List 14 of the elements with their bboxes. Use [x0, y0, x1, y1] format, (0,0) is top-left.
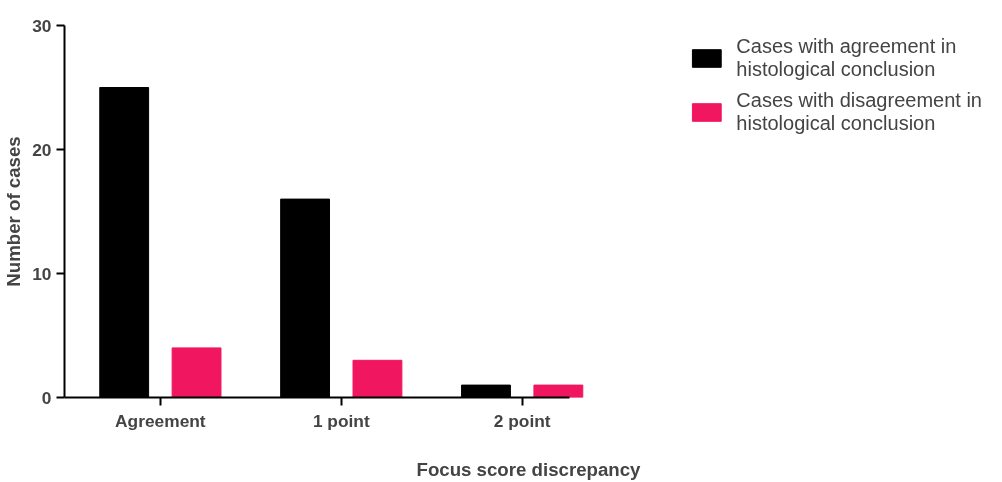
- x-tick-label: 2 point: [493, 410, 551, 431]
- y-tick-label: 20: [32, 139, 52, 160]
- y-tick-label: 0: [41, 387, 52, 408]
- x-tick-label: 1 point: [312, 410, 370, 431]
- y-axis-title: Number of cases: [3, 136, 25, 287]
- bar: [171, 347, 222, 398]
- legend-label: Cases with disagreement in histological conclusion: [736, 89, 982, 135]
- x-tick-label: Agreement: [115, 410, 206, 431]
- y-tick-label: 30: [32, 15, 52, 36]
- y-tick-label: 10: [32, 263, 52, 284]
- bar: [352, 359, 403, 398]
- legend-label: Cases with agreement in histological conclusion: [736, 35, 957, 81]
- x-axis-title: Focus score discrepancy: [416, 458, 642, 480]
- bar: [533, 384, 584, 398]
